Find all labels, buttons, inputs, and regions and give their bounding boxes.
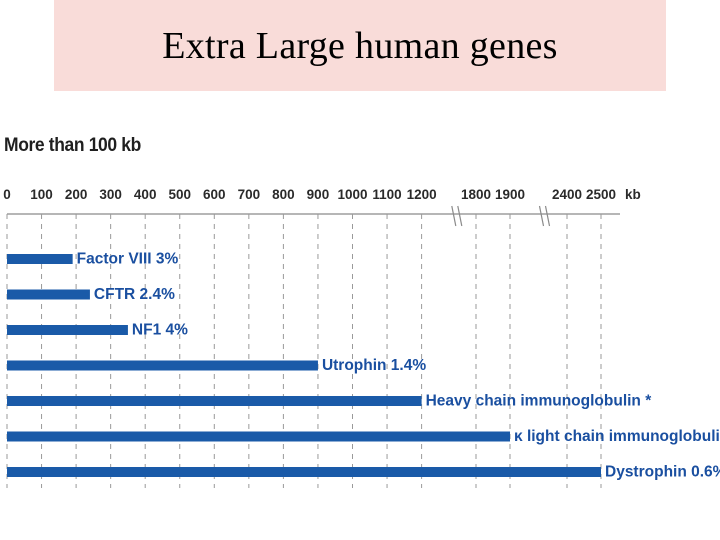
tick-label: 500	[168, 187, 191, 202]
slide-title: Extra Large human genes	[162, 24, 558, 67]
bar-label: κ light chain immunoglobulin *	[514, 428, 720, 445]
tick-label: 1900	[495, 187, 525, 202]
bar	[7, 254, 73, 264]
tick-label: 1200	[407, 187, 437, 202]
axis-break-mark	[451, 205, 457, 227]
axis-break-mark	[457, 205, 463, 227]
bar	[7, 289, 90, 300]
tick-label: 2400	[552, 187, 582, 202]
tick-label: 600	[203, 187, 226, 202]
bar	[7, 396, 422, 406]
tick-label: 900	[307, 187, 330, 202]
bar-label: NF1 4%	[132, 322, 188, 339]
tick-label: 1800	[461, 187, 491, 202]
tick-label: 700	[238, 187, 261, 202]
bar-label: Dystrophin 0.6%	[605, 464, 720, 481]
bar-label: CFTR 2.4%	[94, 286, 175, 303]
chart-title: More than 100 kb	[4, 135, 141, 156]
tick-label: 800	[272, 187, 295, 202]
bar	[7, 360, 318, 371]
bar	[7, 467, 601, 477]
tick-label: 400	[134, 187, 157, 202]
axis-break-mark	[544, 205, 551, 227]
tick-label: 2500	[586, 187, 616, 202]
bar-label: Utrophin 1.4%	[322, 357, 426, 374]
tick-label: 1100	[372, 187, 401, 202]
axis-break-mark	[538, 205, 545, 227]
bar-label: Heavy chain immunoglobulin *	[426, 393, 653, 410]
title-banner: Extra Large human genes	[54, 0, 666, 91]
bar	[7, 325, 128, 335]
bar	[7, 431, 510, 442]
tick-label: 100	[30, 187, 53, 202]
tick-label: 300	[99, 187, 122, 202]
bar-label: Factor VIII 3%	[77, 251, 179, 268]
tick-label: 0	[3, 187, 11, 202]
axis-unit-label: kb	[625, 187, 641, 202]
tick-label: 1000	[337, 187, 367, 202]
tick-label: 200	[65, 187, 88, 202]
